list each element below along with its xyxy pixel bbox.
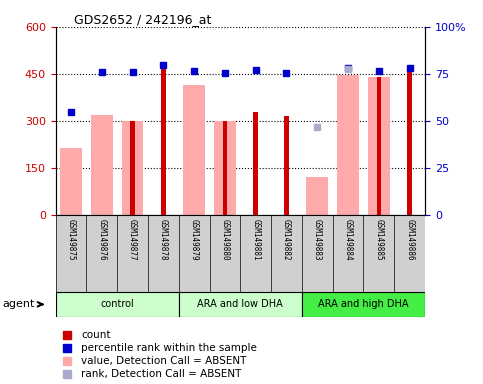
- Text: agent: agent: [3, 299, 42, 310]
- Text: count: count: [82, 330, 111, 340]
- Bar: [368, 77, 390, 215]
- Text: GSM149877: GSM149877: [128, 219, 137, 260]
- Bar: [407, 71, 412, 215]
- Text: control: control: [100, 299, 134, 310]
- Bar: [179, 292, 302, 317]
- Text: GSM149879: GSM149879: [190, 219, 199, 260]
- Bar: [337, 76, 359, 215]
- Text: percentile rank within the sample: percentile rank within the sample: [82, 343, 257, 353]
- Bar: [161, 68, 166, 215]
- Bar: [302, 292, 425, 317]
- Bar: [214, 121, 236, 215]
- Bar: [284, 116, 289, 215]
- Text: rank, Detection Call = ABSENT: rank, Detection Call = ABSENT: [82, 369, 242, 379]
- Text: GSM149875: GSM149875: [67, 219, 75, 260]
- Text: GSM149883: GSM149883: [313, 219, 322, 260]
- Text: value, Detection Call = ABSENT: value, Detection Call = ABSENT: [82, 356, 247, 366]
- Bar: [307, 177, 328, 215]
- Text: ARA and high DHA: ARA and high DHA: [318, 299, 409, 310]
- Bar: [122, 121, 143, 215]
- Bar: [130, 121, 135, 215]
- Bar: [91, 115, 113, 215]
- Bar: [254, 112, 258, 215]
- Text: GSM149886: GSM149886: [405, 219, 414, 260]
- Text: GSM149885: GSM149885: [374, 219, 384, 260]
- Bar: [223, 121, 227, 215]
- Text: GSM149881: GSM149881: [251, 219, 260, 260]
- Text: GSM149880: GSM149880: [220, 219, 229, 260]
- Text: GSM149876: GSM149876: [97, 219, 106, 260]
- Text: GSM149878: GSM149878: [159, 219, 168, 260]
- Text: ARA and low DHA: ARA and low DHA: [198, 299, 283, 310]
- Text: GDS2652 / 242196_at: GDS2652 / 242196_at: [74, 13, 212, 26]
- Bar: [377, 77, 381, 215]
- Text: GSM149882: GSM149882: [282, 219, 291, 260]
- Bar: [56, 292, 179, 317]
- Bar: [184, 85, 205, 215]
- Text: GSM149884: GSM149884: [343, 219, 353, 260]
- Bar: [60, 147, 82, 215]
